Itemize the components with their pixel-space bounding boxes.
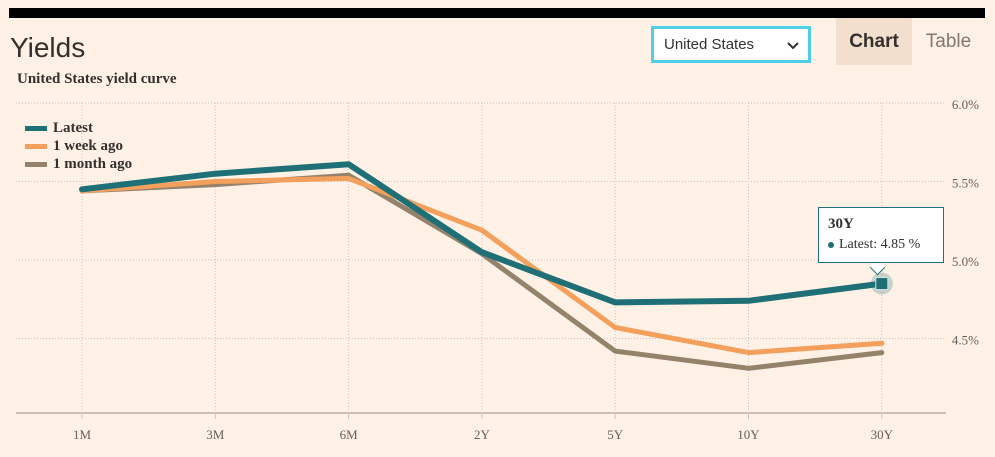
legend-label-latest: Latest bbox=[53, 119, 93, 136]
y-tick-label: 5.5% bbox=[952, 176, 979, 191]
view-tabs: Chart Table bbox=[836, 18, 985, 65]
series-line-1-week-ago bbox=[79, 175, 885, 356]
country-select[interactable]: United States bbox=[651, 26, 811, 63]
legend-label-1-month-ago: 1 month ago bbox=[53, 155, 133, 172]
legend-item-1-month-ago[interactable]: 1 month ago bbox=[25, 155, 132, 173]
legend-swatch-1-month-ago bbox=[25, 161, 47, 167]
country-select-value: United States bbox=[664, 36, 755, 53]
x-tick-label: 6M bbox=[340, 427, 359, 442]
top-rule bbox=[9, 8, 985, 18]
x-tick-label: 30Y bbox=[871, 427, 894, 442]
tab-chart[interactable]: Chart bbox=[836, 18, 912, 65]
tab-table[interactable]: Table bbox=[925, 30, 972, 52]
chevron-down-icon bbox=[787, 41, 799, 49]
page-title: Yields bbox=[10, 32, 86, 63]
legend-swatch-latest bbox=[25, 125, 47, 131]
x-tick-label: 3M bbox=[206, 427, 225, 442]
chart-tooltip: 30Y Latest: 4.85 % bbox=[818, 207, 944, 263]
tooltip-row: Latest: 4.85 % bbox=[828, 237, 934, 253]
x-tick-label: 10Y bbox=[737, 427, 760, 442]
highlight-marker bbox=[875, 277, 889, 291]
legend-swatch-1-week-ago bbox=[25, 143, 47, 149]
y-tick-label: 6.0% bbox=[952, 97, 979, 112]
legend-label-1-week-ago: 1 week ago bbox=[53, 137, 123, 154]
legend-item-1-week-ago[interactable]: 1 week ago bbox=[25, 137, 132, 155]
x-tick-label: 1M bbox=[73, 427, 92, 442]
tooltip-series-dot bbox=[828, 242, 834, 248]
y-tick-label: 5.0% bbox=[952, 254, 979, 269]
tooltip-title: 30Y bbox=[828, 216, 854, 232]
tooltip-series-name: Latest bbox=[839, 237, 874, 252]
x-tick-label: 2Y bbox=[474, 427, 491, 442]
series-line-latest bbox=[79, 161, 885, 306]
x-tick-label: 5Y bbox=[607, 427, 624, 442]
tooltip-value: 4.85 % bbox=[880, 237, 921, 252]
y-tick-label: 4.5% bbox=[952, 333, 979, 348]
chart-title: United States yield curve bbox=[17, 71, 177, 87]
chart-legend: Latest 1 week ago 1 month ago bbox=[25, 119, 132, 173]
legend-item-latest[interactable]: Latest bbox=[25, 119, 132, 137]
